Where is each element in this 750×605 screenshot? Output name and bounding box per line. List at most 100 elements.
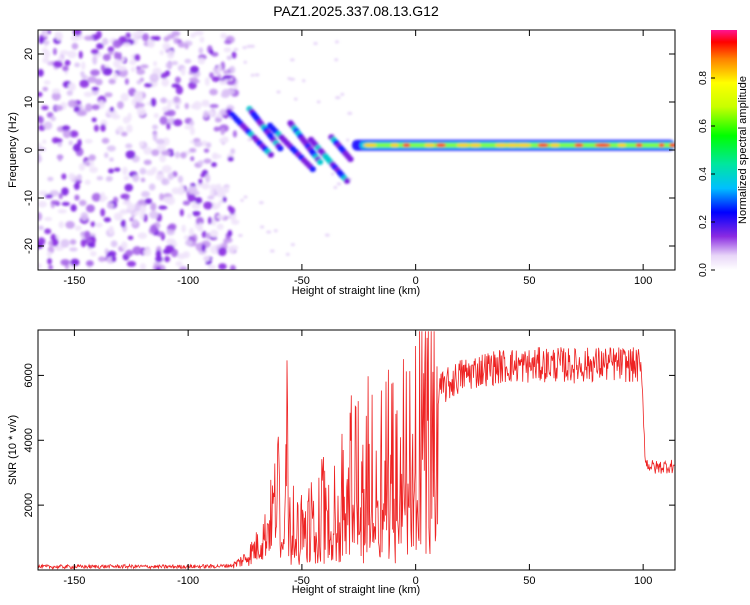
noise-blob [91,192,102,202]
noise-blob [203,148,210,153]
noise-blob [87,76,97,83]
faint-blob [333,186,338,190]
carrier-peak [574,143,584,147]
noise-blob [47,61,52,66]
noise-blob [43,40,50,45]
noise-blob [62,65,69,72]
noise-blob [38,68,44,77]
noise-blob [174,76,181,84]
faint-blob [227,215,232,219]
noise-blob [184,43,189,50]
noise-blob [80,71,85,77]
noise-blob [58,192,63,200]
noise-blob [222,75,232,80]
noise-blob [197,57,206,65]
noise-blob [216,223,224,230]
noise-blob [136,102,145,108]
noise-blob [155,173,165,181]
noise-blob [70,204,77,212]
noise-blob [160,72,168,79]
noise-blob [224,186,230,194]
faint-blob [250,73,255,77]
faint-blob [258,201,264,205]
faint-blob [246,44,252,48]
noise-blob [179,208,184,217]
noise-blob [57,209,67,214]
noise-blob [201,230,207,239]
noise-blob [38,263,42,269]
noise-blob [166,50,175,59]
noise-blob [171,61,179,66]
noise-blob [96,176,104,181]
noise-blob [229,264,236,270]
noise-blob [199,36,205,43]
noise-blob [143,146,153,155]
noise-blob [155,138,165,145]
noise-blob [53,60,63,68]
noise-blob [38,116,44,124]
noise-blob [136,106,147,116]
noise-blob [227,205,233,212]
noise-blob [112,39,122,49]
noise-blob [113,212,123,221]
colorbar-tick-label: 0.0 [698,263,709,277]
noise-blob [125,150,136,159]
noise-blob [148,183,156,191]
noise-blob [50,115,57,122]
noise-blob [74,194,80,201]
noise-blob [202,255,211,262]
noise-blob [108,168,114,174]
carrier-peak [550,143,560,147]
noise-blob [67,83,75,90]
noise-blob [120,219,126,228]
noise-blob [167,34,175,40]
noise-blob [209,103,219,109]
noise-blob [198,160,204,166]
noise-blob [226,80,236,86]
noise-blob [200,173,206,178]
noise-blob [211,76,221,83]
noise-blob [152,124,158,130]
noise-blob [209,229,219,238]
faint-blob [334,96,341,100]
noise-blob [184,102,190,110]
noise-blob [100,64,106,72]
carrier-peak [635,143,643,147]
noise-blob [211,162,217,168]
noise-blob [69,130,79,138]
noise-blob [153,113,159,119]
noise-blob [205,173,211,183]
noise-blob [84,179,91,185]
faint-blob [243,60,248,64]
noise-blob [139,167,147,175]
noise-blob [123,175,130,181]
noise-blob [184,124,194,130]
noise-blob [153,35,161,41]
noise-blob [213,126,221,132]
faint-blob [334,58,339,62]
noise-blob [67,50,77,59]
noise-blob [89,166,98,173]
noise-blob [61,173,67,180]
noise-blob [106,175,113,182]
noise-blob [211,204,219,210]
x-tick-label: 0 [413,275,419,287]
noise-blob [101,137,110,144]
noise-blob [161,78,170,87]
carrier-peak [402,143,411,147]
noise-blob [44,194,54,199]
noise-blob [38,154,42,163]
noise-blob [68,140,73,146]
noise-blob [149,210,159,219]
noise-blob [195,216,204,226]
noise-blob [207,216,213,225]
noise-blob [221,136,229,143]
noise-blob [203,201,213,210]
snr-xlabel: Height of straight line (km) [292,584,420,596]
noise-blob [98,256,106,262]
noise-blob [160,264,166,270]
noise-blob [223,238,229,245]
x-tick-label: -150 [63,575,85,587]
noise-blob [187,185,198,194]
noise-blob [90,251,97,257]
